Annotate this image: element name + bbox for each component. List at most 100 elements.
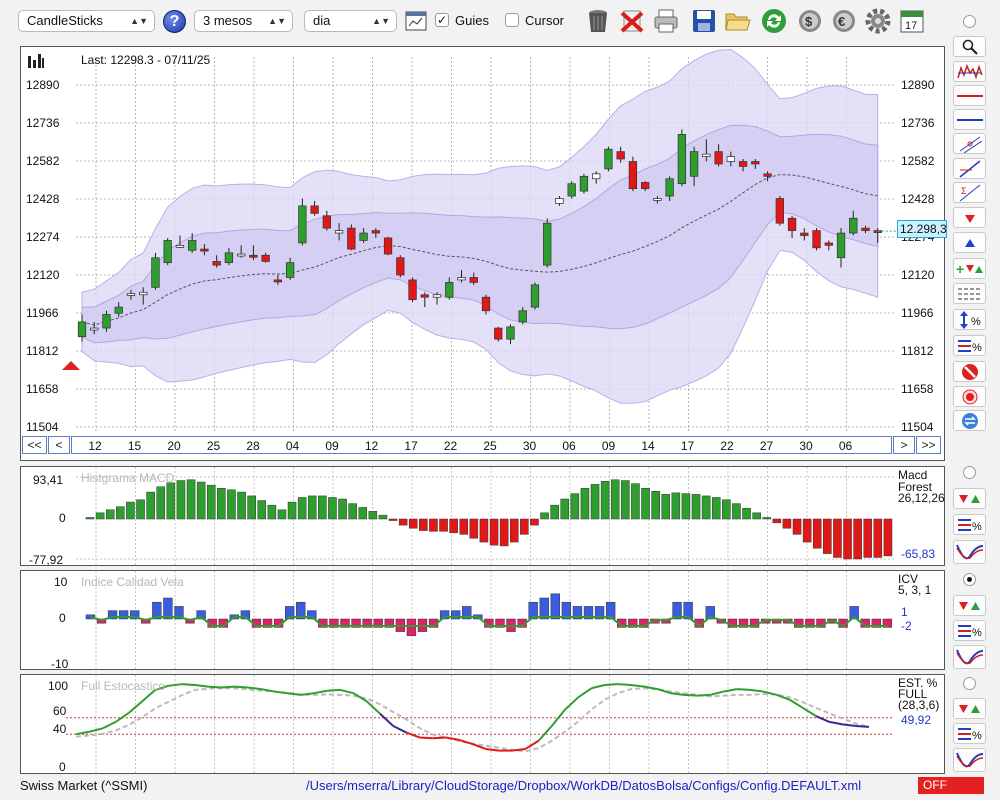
horizontal-line-blue-icon[interactable] <box>953 109 986 130</box>
panel-radio-icv[interactable] <box>963 573 976 586</box>
grid-lines-icon[interactable] <box>953 283 986 304</box>
oscillator-curve-icon[interactable] <box>953 748 986 772</box>
scale-percent-icon[interactable]: % <box>953 309 986 330</box>
oscillator-curve-icon[interactable] <box>953 645 986 669</box>
fibonacci-icon[interactable]: Σ <box>953 182 986 203</box>
stoch-k-segment <box>115 712 130 723</box>
currency-dollar-icon[interactable]: $ <box>796 7 824 35</box>
candle <box>371 230 380 234</box>
guides-checkbox[interactable]: ✓ <box>435 13 449 27</box>
icv-y-bottom: -10 <box>51 657 69 671</box>
horizontal-line-red-icon[interactable] <box>953 85 986 106</box>
x-tick-label: 04 <box>286 439 300 453</box>
record-icon[interactable] <box>953 386 986 407</box>
icv-bar <box>528 601 538 620</box>
trash-icon[interactable] <box>584 7 612 35</box>
cursor-checkbox[interactable] <box>505 13 519 27</box>
panel-radio-main[interactable] <box>963 15 976 28</box>
stoch-k-segment <box>842 723 856 727</box>
stoch-k-segment <box>287 692 301 696</box>
icv-chart <box>85 571 893 671</box>
save-icon[interactable] <box>690 7 718 35</box>
stoch-k-segment <box>657 688 672 695</box>
macd-side-params: 26,12,26 <box>898 491 945 505</box>
y-tick-left: 11658 <box>26 382 59 396</box>
y-tick-left: 12582 <box>26 154 60 168</box>
macd-bar <box>287 501 297 520</box>
chart-window-icon[interactable] <box>402 7 430 35</box>
lines-percent-icon[interactable]: % <box>953 620 986 641</box>
currency-euro-icon[interactable]: € <box>830 7 858 35</box>
add-signal-icon[interactable]: + <box>953 258 986 279</box>
folder-open-icon[interactable] <box>724 7 752 35</box>
arrow-down-icon[interactable] <box>953 207 986 228</box>
lines-percent-icon[interactable]: % <box>953 723 986 744</box>
nav-prev-button[interactable]: < <box>48 436 70 454</box>
date-axis[interactable]: 12 15 20 25 28 04 09 12 17 22 25 30 06 09 14 17 22 27 30 06 <box>71 436 892 454</box>
macd-bar <box>631 483 640 520</box>
config-path-link[interactable]: /Users/mserra/Library/CloudStorage/Dropb… <box>306 778 862 793</box>
nav-last-button[interactable]: >> <box>916 436 941 454</box>
calendar-icon[interactable]: 17 <box>898 7 926 35</box>
signals-down-up-icon[interactable] <box>953 698 986 719</box>
y-tick-right: 11658 <box>901 382 934 396</box>
macd-bar <box>843 518 852 560</box>
macd-y-top: 93,41 <box>33 473 64 487</box>
arrow-up-icon[interactable] <box>953 232 986 253</box>
trend-line-icon[interactable] <box>953 158 986 179</box>
print-icon[interactable] <box>652 7 680 35</box>
macd-bar <box>95 512 105 520</box>
stoch-k-segment <box>101 721 117 730</box>
icv-bar <box>329 618 339 628</box>
stoch-k-segment <box>617 683 632 686</box>
icv-bar <box>439 610 450 620</box>
interval-select[interactable]: dia ▲▼ <box>304 10 397 32</box>
refresh-icon[interactable] <box>760 7 788 35</box>
swap-icon[interactable] <box>953 410 986 431</box>
gear-icon[interactable] <box>864 7 892 35</box>
candle <box>616 151 625 160</box>
signals-down-up-icon[interactable] <box>953 595 986 616</box>
icv-bar <box>406 618 417 637</box>
chart-type-select[interactable]: CandleSticks ▲▼ <box>18 10 155 32</box>
no-entry-icon[interactable] <box>953 361 986 382</box>
trend-channel-icon[interactable] <box>953 133 986 154</box>
period-select[interactable]: 3 mesos ▲▼ <box>194 10 293 32</box>
candle <box>175 245 185 248</box>
icv-bar <box>495 618 505 628</box>
icv-bar <box>107 610 118 620</box>
panel-radio-macd[interactable] <box>963 466 976 479</box>
macd-bar <box>388 518 398 521</box>
oscillator-curve-icon[interactable] <box>953 540 986 564</box>
macd-bar <box>691 494 701 520</box>
macd-bar <box>762 517 772 520</box>
signals-down-up-icon[interactable] <box>953 488 986 509</box>
candle <box>445 282 454 298</box>
off-status-badge[interactable]: OFF <box>918 777 984 794</box>
macd-bar <box>429 518 438 532</box>
icv-side-value2: -2 <box>901 619 912 633</box>
candle <box>200 248 209 252</box>
bars-chart-icon[interactable] <box>953 61 986 82</box>
help-icon[interactable]: ? <box>163 10 186 33</box>
candle <box>237 253 246 257</box>
delete-icon[interactable] <box>618 7 646 35</box>
stoch-panel: Full Estocastico 100 60 40 0 EST. % FULL… <box>20 674 945 775</box>
svg-text:%: % <box>972 342 982 354</box>
panel-radio-stoch[interactable] <box>963 677 976 690</box>
stoch-k-segment <box>802 707 817 718</box>
svg-text:%: % <box>971 316 981 328</box>
lines-percent-icon[interactable]: % <box>953 514 986 535</box>
lines-percent-icon[interactable]: % <box>953 335 986 356</box>
x-axis-ticks: 12 15 20 25 28 04 09 12 17 22 25 30 06 09 14 17 22 27 30 06 <box>88 439 852 453</box>
nav-first-button[interactable]: << <box>22 436 47 454</box>
stoch-k-segment <box>537 725 553 742</box>
nav-next-button[interactable]: > <box>893 436 915 454</box>
stoch-k-segment <box>524 739 540 750</box>
candle <box>188 240 197 251</box>
zoom-icon[interactable] <box>953 36 986 57</box>
candle <box>530 284 540 308</box>
svg-text:$: $ <box>805 14 813 29</box>
stoch-k-segment <box>577 687 593 699</box>
candle <box>457 277 466 281</box>
